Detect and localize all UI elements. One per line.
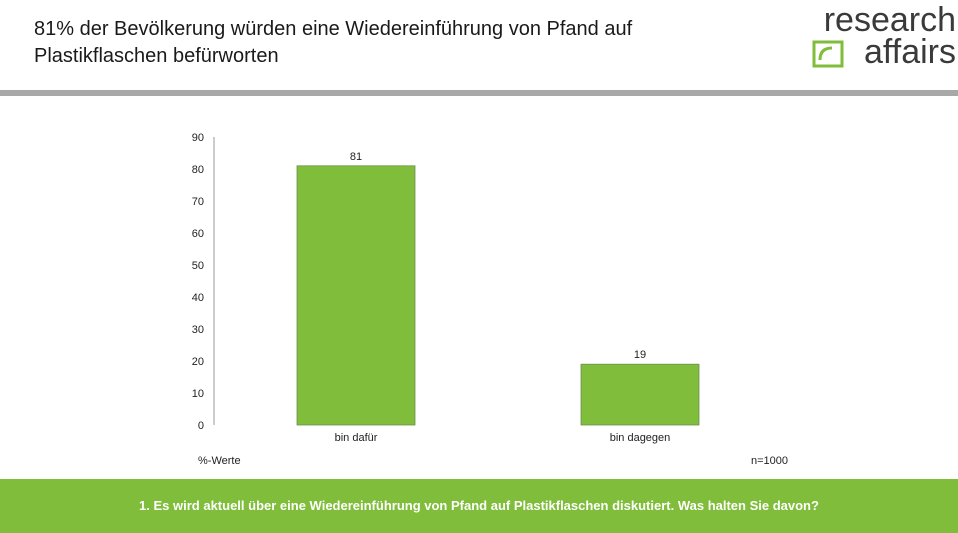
bar <box>580 363 700 426</box>
research-affairs-logo: research affairs <box>806 2 958 74</box>
bar-value-label: 19 <box>634 349 646 361</box>
bar <box>296 165 416 426</box>
bar-value-label: 81 <box>350 151 362 163</box>
y-tick-label: 20 <box>192 356 204 368</box>
footer-bar: 1. Es wird aktuell über eine Wiedereinfü… <box>0 479 958 533</box>
sample-size-label: n=1000 <box>751 455 789 467</box>
survey-question: 1. Es wird aktuell über eine Wiedereinfü… <box>139 498 819 513</box>
logo-square-icon <box>812 40 844 68</box>
x-category-label: bin dagegen <box>610 432 671 444</box>
logo-text-affairs: affairs <box>864 33 956 71</box>
x-category-label: bin dafür <box>335 432 378 444</box>
page-title: 81% der Bevölkerung würden eine Wiederei… <box>34 18 633 67</box>
bar-chart: 0 10 20 30 40 50 60 70 80 90 81 bin dafür 19 bin dage… <box>192 132 700 444</box>
y-tick-label: 0 <box>198 420 204 432</box>
logo-text-research: research <box>823 1 956 39</box>
header-divider <box>0 90 958 96</box>
y-tick-label: 30 <box>192 324 204 336</box>
y-tick-label: 80 <box>192 164 204 176</box>
y-tick-label: 50 <box>192 260 204 272</box>
y-tick-label: 40 <box>192 292 204 304</box>
y-tick-label: 10 <box>192 388 204 400</box>
unit-label: %-Werte <box>198 455 241 467</box>
y-tick-label: 90 <box>192 132 204 144</box>
y-tick-label: 60 <box>192 228 204 240</box>
y-tick-label: 70 <box>192 196 204 208</box>
